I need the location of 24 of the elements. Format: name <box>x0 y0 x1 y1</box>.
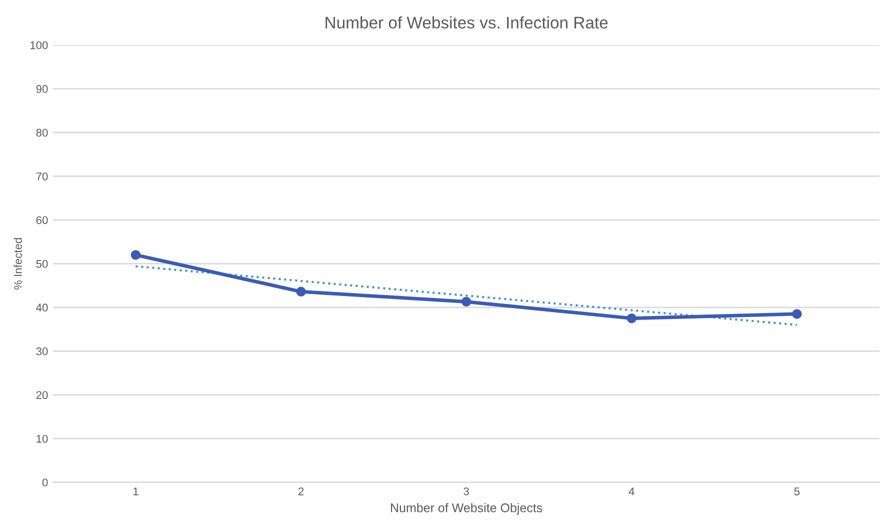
y-tick-label: 0 <box>42 478 48 486</box>
y-tick-label: 50 <box>36 260 48 268</box>
y-tick-label: 10 <box>36 434 48 443</box>
x-tick-label: 2 <box>298 487 304 496</box>
y-tick-label: 30 <box>36 347 48 356</box>
y-tick-label: 40 <box>36 304 48 312</box>
point <box>296 286 306 297</box>
y-tick-label: 100 <box>30 41 48 50</box>
point <box>626 313 636 324</box>
point <box>461 296 472 307</box>
y-tick-label: 20 <box>36 391 48 399</box>
y-tick-label: 70 <box>36 172 48 180</box>
y-tick-label: 80 <box>36 128 48 137</box>
x-tick-label: 1 <box>133 488 138 496</box>
x-tick-label: 5 <box>794 488 800 496</box>
x-tick-label: 4 <box>628 488 634 496</box>
point <box>130 250 141 260</box>
x-axis-title: Number of Website Objects <box>391 503 542 515</box>
y-axis-title: % Infected <box>14 238 22 290</box>
point <box>792 309 802 319</box>
y-tick-label: 90 <box>36 85 48 93</box>
chart-title: Number of Websites vs. Infection Rate <box>326 16 608 29</box>
y-tick-label: 60 <box>36 216 48 224</box>
x-tick-label: 3 <box>464 487 469 496</box>
